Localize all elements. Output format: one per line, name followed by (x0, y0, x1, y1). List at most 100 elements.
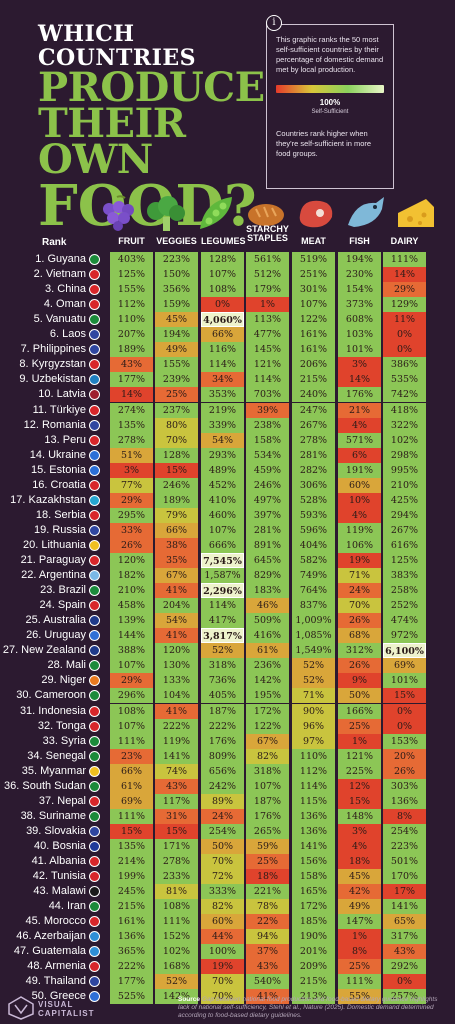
country-rank-label: 4. Oman (43, 298, 86, 311)
country-rank-label: 24. Spain (39, 599, 86, 612)
cell-meat: 240% (292, 387, 335, 403)
cell-veggies: 142% (155, 989, 198, 1005)
cell-dairy: 153% (383, 733, 426, 749)
cell-meat: 96% (292, 718, 335, 734)
cell-fish: 4% (338, 417, 381, 433)
cell-starchy-staples: 158% (246, 432, 289, 448)
cell-legumes: 114% (201, 598, 244, 614)
cell-fish: 4% (338, 507, 381, 523)
cell-legumes: 52% (201, 643, 244, 659)
cell-fruit: 274% (110, 402, 153, 418)
table-row: 50. Greece 525% 142% 70% 41% 213% 55% 257% (0, 988, 455, 1005)
cell-fruit: 136% (110, 929, 153, 945)
cell-veggies: 130% (155, 658, 198, 674)
cell-dairy: 0% (383, 974, 426, 990)
cell-legumes: 452% (201, 477, 244, 493)
cell-fish: 154% (338, 282, 381, 298)
cell-veggies: 222% (155, 718, 198, 734)
cell-meat: 165% (292, 884, 335, 900)
cell-meat: 282% (292, 462, 335, 478)
cell-legumes: 460% (201, 507, 244, 523)
cell-starchy-staples: 183% (246, 583, 289, 599)
cell-starchy-staples: 195% (246, 688, 289, 704)
cheese-icon (398, 199, 434, 227)
cell-fish: 230% (338, 267, 381, 283)
cell-fruit: 139% (110, 613, 153, 629)
cell-legumes: 1,587% (201, 568, 244, 584)
cell-veggies: 15% (155, 823, 198, 839)
cell-fish: 121% (338, 748, 381, 764)
cell-veggies: 119% (155, 733, 198, 749)
cell-dairy: 111% (383, 252, 426, 267)
cell-legumes: 50% (201, 838, 244, 854)
cell-dairy: 418% (383, 402, 426, 418)
cell-legumes: 0% (201, 297, 244, 313)
cell-starchy-staples: 25% (246, 854, 289, 869)
cell-fruit: 199% (110, 869, 153, 885)
cell-starchy-staples: 122% (246, 718, 289, 734)
cell-starchy-staples: 145% (246, 342, 289, 358)
country-rank-label: 10. Latvia (38, 388, 86, 401)
cell-dairy: 15% (383, 688, 426, 704)
table-row: 28. Mali 107% 130% 318% 236% 52% 26% 69% (0, 657, 455, 674)
cell-fish: 9% (338, 673, 381, 689)
cell-legumes: 2,296% (201, 583, 244, 599)
cell-dairy: 136% (383, 793, 426, 809)
cell-dairy: 501% (383, 854, 426, 869)
cell-fruit: 111% (110, 733, 153, 749)
country-flag-icon (89, 901, 100, 913)
cell-veggies: 171% (155, 838, 198, 854)
cell-fruit: 107% (110, 718, 153, 734)
cell-veggies: 117% (155, 793, 198, 809)
country-flag-icon (89, 735, 100, 747)
country-flag-icon (89, 359, 100, 371)
cell-dairy: 101% (383, 673, 426, 689)
cell-meat: 52% (292, 673, 335, 689)
cell-veggies: 70% (155, 432, 198, 448)
country-rank-label: 43. Malawi (33, 885, 86, 898)
cell-starchy-staples: 172% (246, 703, 289, 719)
cell-veggies: 79% (155, 507, 198, 523)
cell-legumes: 219% (201, 402, 244, 418)
country-flag-icon (89, 479, 100, 491)
cell-legumes: 107% (201, 522, 244, 538)
cell-starchy-staples: 459% (246, 462, 289, 478)
cell-meat: 582% (292, 553, 335, 568)
cell-fish: 3% (338, 823, 381, 839)
table-row: 21. Paraguay 120% 35% 7,545% 645% 582% 19% 125% (0, 552, 455, 568)
cell-meat: 172% (292, 899, 335, 915)
cell-meat: 1,549% (292, 643, 335, 659)
cell-legumes: 187% (201, 703, 244, 719)
cell-fruit: 245% (110, 884, 153, 900)
cell-fruit: 214% (110, 854, 153, 869)
country-rank-label: 36. South Sudan (4, 779, 86, 792)
table-row: 48. Armenia 222% 168% 19% 43% 209% 25% 292% (0, 958, 455, 975)
cell-veggies: 66% (155, 522, 198, 538)
country-flag-icon (89, 419, 100, 431)
cell-fish: 19% (338, 553, 381, 568)
cell-starchy-staples: 39% (246, 402, 289, 418)
table-row: 16. Croatia 77% 246% 452% 246% 306% 60% 210% (0, 477, 455, 493)
cell-veggies: 67% (155, 568, 198, 584)
table-row: 42. Tunisia 199% 233% 72% 18% 158% 45% 170% (0, 868, 455, 885)
cell-fruit: 51% (110, 447, 153, 463)
cell-fruit: 135% (110, 838, 153, 854)
cell-veggies: 102% (155, 944, 198, 960)
country-flag-icon (89, 299, 100, 311)
cell-veggies: 35% (155, 553, 198, 568)
cell-veggies: 233% (155, 869, 198, 885)
table-row: 38. Suriname 111% 31% 24% 176% 136% 148% 8% (0, 808, 455, 824)
cell-veggies: 80% (155, 417, 198, 433)
cell-dairy: 11% (383, 312, 426, 328)
table-row: 31. Indonesia 108% 41% 187% 172% 90% 166% 0% (0, 703, 455, 719)
food-icons-row (93, 195, 448, 233)
cell-starchy-staples: 59% (246, 838, 289, 854)
cell-legumes: 89% (201, 793, 244, 809)
cell-legumes: 318% (201, 658, 244, 674)
country-rank-label: 15. Estonia (30, 463, 86, 476)
cell-dairy: 322% (383, 417, 426, 433)
cell-starchy-staples: 540% (246, 974, 289, 990)
cell-meat: 528% (292, 492, 335, 508)
cell-dairy: 125% (383, 553, 426, 568)
cell-fruit: 144% (110, 628, 153, 644)
